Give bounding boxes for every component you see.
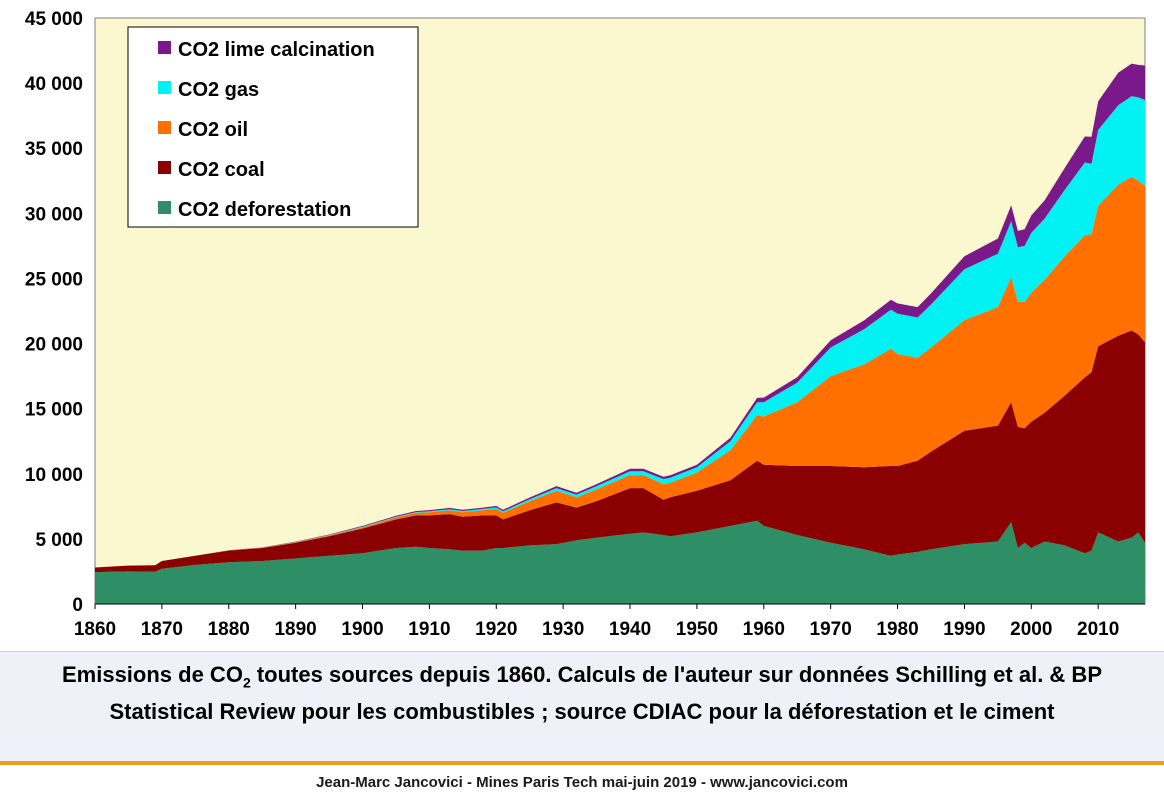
y-tick-label: 15 000	[25, 400, 83, 421]
y-tick-label: 10 000	[25, 465, 83, 486]
legend-swatch-gas	[158, 81, 171, 94]
x-tick-label: 1910	[408, 619, 450, 640]
x-tick-label: 1900	[341, 619, 383, 640]
x-tick-label: 2000	[1010, 619, 1052, 640]
area-coal	[95, 330, 1145, 573]
caption-divider	[0, 761, 1164, 765]
legend-item-gas: CO2 gas	[158, 79, 259, 101]
legend-label-lime: CO2 lime calcination	[178, 39, 375, 61]
y-tick-label: 25 000	[25, 269, 83, 290]
legend-swatch-lime	[158, 41, 171, 54]
y-tick-label: 45 000	[25, 9, 83, 30]
legend-item-lime: CO2 lime calcination	[158, 39, 375, 61]
caption-suffix: toutes sources depuis 1860. Calculs de l…	[109, 662, 1102, 725]
caption-prefix: Emissions de CO	[61, 662, 243, 687]
x-tick-label: 1920	[475, 619, 517, 640]
legend-item-oil: CO2 oil	[158, 119, 248, 141]
x-tick-label: 2010	[1077, 619, 1119, 640]
legend-label-gas: CO2 gas	[178, 79, 259, 101]
area-oil	[95, 176, 1145, 568]
y-tick-label: 0	[72, 595, 83, 616]
footer-credit: Jean-Marc Jancovici - Mines Paris Tech m…	[0, 765, 1164, 796]
x-tick-label: 1870	[141, 619, 183, 640]
legend-swatch-oil	[158, 121, 171, 134]
y-tick-label: 30 000	[25, 204, 83, 225]
y-tick-label: 35 000	[25, 139, 83, 160]
emissions-chart: 0 5 000 10 000 15 000 20 000 25 000 30 000 35 0…	[25, 9, 1146, 640]
legend-swatch-deforestation	[158, 201, 171, 214]
x-tick-label: 1890	[274, 619, 316, 640]
legend-box	[127, 26, 419, 228]
area-deforestation	[95, 520, 1145, 604]
legend-label-coal: CO2 coal	[178, 159, 265, 181]
caption-subscript: 2	[242, 674, 251, 691]
chart-caption: Emissions de CO2 toutes sources depuis 1…	[14, 660, 1150, 727]
axes-layer: 0 5 000 10 000 15 000 20 000 25 000 30 000 35 0…	[25, 9, 1145, 640]
x-tick-label: 1990	[943, 619, 985, 640]
y-tick-label: 20 000	[25, 335, 83, 356]
x-tick-label: 1940	[609, 619, 651, 640]
area-gas	[95, 96, 1145, 568]
legend-label-oil: CO2 oil	[178, 119, 248, 141]
legend-label-deforestation: CO2 deforestation	[178, 199, 351, 221]
caption-panel: Emissions de CO2 toutes sources depuis 1…	[0, 651, 1164, 762]
legend-item-coal: CO2 coal	[158, 159, 265, 181]
y-tick-label: 40 000	[25, 74, 83, 95]
legend: CO2 lime calcination CO2 gas CO2 oil CO2…	[127, 26, 419, 228]
x-tick-label: 1970	[810, 619, 852, 640]
x-tick-label: 1960	[743, 619, 785, 640]
x-tick-label: 1880	[208, 619, 250, 640]
x-tick-label: 1930	[542, 619, 584, 640]
x-tick-label: 1860	[74, 619, 116, 640]
x-tick-label: 1950	[676, 619, 718, 640]
legend-swatch-coal	[158, 161, 171, 174]
legend-item-deforestation: CO2 deforestation	[158, 199, 351, 221]
x-tick-label: 1980	[876, 619, 918, 640]
y-tick-label: 5 000	[35, 530, 83, 551]
series-layer	[95, 63, 1145, 604]
